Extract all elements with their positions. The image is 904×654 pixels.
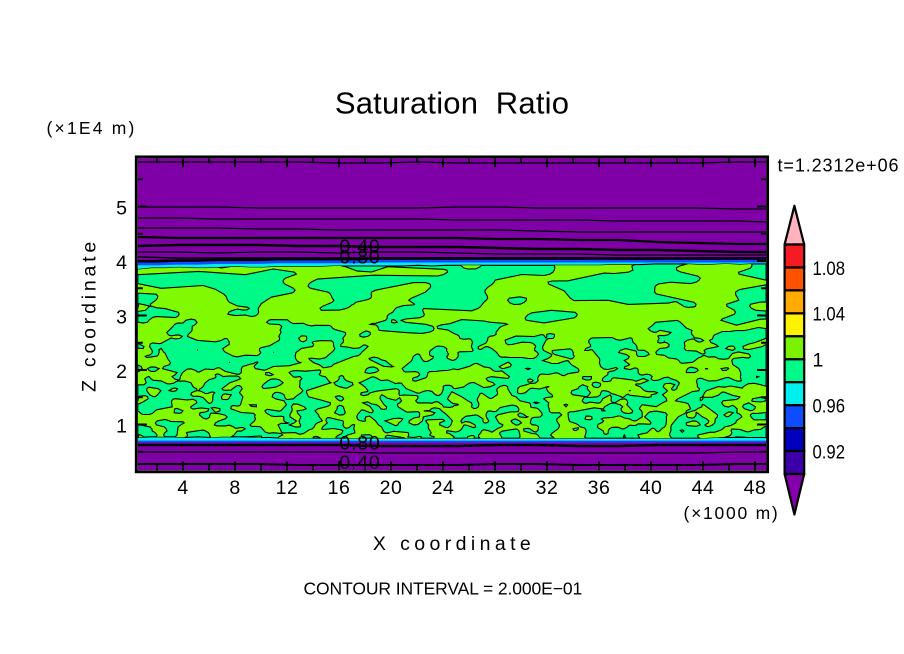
svg-text:20: 20: [380, 477, 403, 499]
svg-text:40: 40: [640, 477, 663, 499]
svg-text:8: 8: [229, 477, 240, 499]
svg-text:24: 24: [432, 477, 455, 499]
svg-text:1.04: 1.04: [813, 304, 846, 326]
svg-text:Z coordinate: Z coordinate: [79, 238, 101, 392]
svg-text:12: 12: [276, 477, 299, 499]
svg-text:t=1.2312e+06: t=1.2312e+06: [778, 156, 900, 176]
svg-text:(×1000 m): (×1000 m): [684, 503, 780, 523]
svg-text:1: 1: [116, 416, 127, 438]
svg-text:0.80: 0.80: [339, 246, 380, 268]
svg-text:4: 4: [177, 477, 188, 499]
svg-text:0.40: 0.40: [339, 452, 380, 474]
svg-text:44: 44: [692, 477, 715, 499]
svg-text:32: 32: [536, 477, 559, 499]
svg-text:0.80: 0.80: [339, 433, 380, 455]
svg-text:0.40: 0.40: [339, 236, 380, 258]
svg-text:Saturation Ratio: Saturation Ratio: [335, 86, 569, 121]
svg-text:CONTOUR INTERVAL = 2.000E−01: CONTOUR INTERVAL = 2.000E−01: [304, 579, 583, 599]
svg-text:1: 1: [813, 350, 824, 372]
svg-text:X coordinate: X coordinate: [373, 533, 535, 555]
svg-text:36: 36: [588, 477, 611, 499]
svg-text:2: 2: [116, 361, 127, 383]
svg-text:28: 28: [484, 477, 507, 499]
svg-text:0.96: 0.96: [813, 396, 846, 418]
svg-text:1.08: 1.08: [813, 258, 846, 280]
svg-text:48: 48: [744, 477, 767, 499]
svg-text:(×1E4 m): (×1E4 m): [47, 118, 137, 138]
svg-text:5: 5: [116, 198, 127, 220]
svg-text:0.92: 0.92: [813, 441, 846, 463]
svg-text:16: 16: [328, 477, 351, 499]
svg-text:3: 3: [116, 307, 127, 329]
svg-text:4: 4: [116, 252, 127, 274]
